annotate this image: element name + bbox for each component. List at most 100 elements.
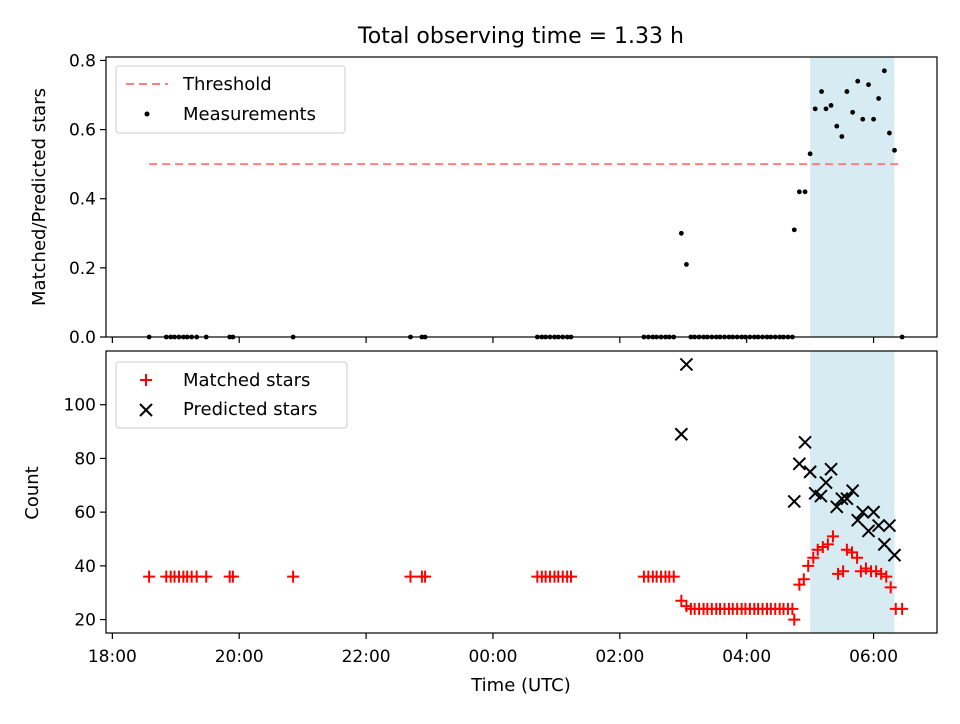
matched-star-point — [786, 602, 799, 615]
measurement-point — [876, 96, 882, 101]
predicted-star-point — [882, 518, 897, 533]
matched-star-point — [832, 567, 845, 580]
predicted-star-point — [861, 524, 876, 538]
measurement-point — [684, 262, 689, 267]
predicted-star-point — [835, 492, 849, 506]
legend-matched-label: Matched stars — [183, 370, 310, 391]
matched-star-point — [884, 581, 897, 594]
predicted-star-point — [877, 537, 892, 552]
panel-ratio-frame — [105, 56, 938, 338]
predicted-star-point — [787, 494, 801, 509]
measurement-point — [855, 78, 861, 84]
predicted-star-point — [819, 475, 833, 490]
y-tick-label: 0.2 — [69, 259, 96, 279]
y-tick-label: 100 — [64, 396, 96, 416]
y-tick-label: 0.0 — [69, 328, 96, 348]
matched-star-point — [840, 543, 853, 556]
measurement-point — [860, 116, 866, 122]
measurement-point — [834, 123, 840, 129]
matched-star-point — [851, 551, 864, 564]
predicted-star-point — [674, 427, 689, 441]
matched-star-point — [821, 538, 834, 551]
measurement-point — [839, 134, 845, 139]
y-tick-label: 0.8 — [69, 51, 96, 71]
panel-count: 20 40 60 80 100 18:00 20:00 22:00 00:00 02:00 04:… — [22, 350, 938, 667]
panel-ratio-legend: Threshold Measurements — [115, 65, 346, 134]
matched-star-point — [807, 551, 820, 564]
legend-predicted-label: Predicted stars — [183, 399, 317, 420]
y-tick-label: 20 — [74, 611, 96, 631]
measurement-point — [796, 189, 802, 195]
predicted-star-point — [798, 435, 812, 450]
matched-star-point — [675, 594, 688, 607]
panel-ratio: 0.00.20.40.60.8 Matched/Predicted stars … — [29, 51, 938, 348]
matched-star-point — [667, 570, 680, 583]
measurement-point — [678, 230, 684, 236]
predicted-star-point — [679, 357, 694, 372]
measurement-point — [871, 116, 876, 122]
matched-star-point — [802, 559, 815, 572]
matched-star-point — [419, 570, 432, 583]
y-tick-label: 0.6 — [69, 121, 96, 141]
chart-title: Total observing time = 1.33 h — [357, 24, 684, 49]
matched-star-point — [143, 570, 156, 583]
matched-star-point — [226, 570, 239, 583]
measurement-point — [892, 147, 897, 153]
measurement-point — [828, 102, 834, 108]
x-axis-label: Time (UTC) — [470, 675, 571, 696]
measurement-point — [850, 109, 856, 115]
legend-measurements-label: Measurements — [183, 104, 316, 125]
y-tick-label: 80 — [74, 449, 96, 469]
panel-count-legend: Matched stars Predicted stars — [115, 361, 348, 429]
measurement-point — [866, 82, 871, 88]
matched-star-point — [875, 567, 888, 580]
y-tick-label: 0.4 — [69, 190, 96, 210]
predicted-star-point — [824, 462, 838, 476]
predicted-star-point — [845, 483, 860, 498]
x-tick-label: 00:00 — [468, 647, 517, 667]
measurement-point — [802, 189, 808, 195]
predicted-star-point — [803, 465, 817, 479]
panel-ratio-ylabel: Matched/Predicted stars — [29, 88, 50, 306]
panel-count-ylabel: Count — [22, 466, 43, 519]
measurement-point — [791, 227, 797, 233]
predicted-star-point — [850, 513, 865, 527]
panel-ratio-shaded-window — [810, 57, 895, 337]
matched-star-point — [896, 602, 909, 615]
matched-star-point — [870, 565, 883, 578]
matched-star-point — [837, 565, 850, 578]
x-tick-label: 02:00 — [595, 647, 644, 667]
legend-threshold-label: Threshold — [182, 74, 272, 95]
matched-star-point — [859, 562, 872, 575]
predicted-star-point — [814, 489, 828, 503]
matched-star-point — [797, 573, 810, 586]
matched-star-point — [854, 565, 867, 578]
measurement-point — [819, 89, 824, 94]
matched-star-point — [200, 570, 213, 583]
x-tick-label: 20:00 — [215, 647, 264, 667]
predicted-star-point — [792, 457, 807, 471]
y-tick-label: 60 — [74, 503, 96, 523]
measurement-point — [881, 68, 887, 74]
x-tick-label: 04:00 — [722, 647, 771, 667]
predicted-star-point — [866, 505, 881, 519]
matched-star-point — [287, 570, 300, 583]
matched-star-point — [845, 546, 858, 559]
matched-star-point — [404, 570, 417, 583]
predicted-star-point — [830, 500, 844, 514]
matched-star-point — [816, 541, 829, 554]
measurement-point — [807, 151, 813, 157]
x-tick-label: 22:00 — [342, 647, 391, 667]
predicted-star-point — [871, 518, 886, 533]
matched-star-point — [564, 570, 577, 583]
predicted-star-point — [887, 548, 902, 562]
measurement-point — [844, 89, 850, 94]
matched-star-point — [788, 613, 801, 626]
legend-predicted-swatch — [139, 403, 153, 417]
x-tick-label: 18:00 — [88, 647, 137, 667]
measurement-point — [823, 106, 829, 112]
legend-measurements-swatch — [144, 111, 150, 117]
measurement-point — [812, 106, 818, 112]
matched-star-point — [811, 543, 824, 556]
